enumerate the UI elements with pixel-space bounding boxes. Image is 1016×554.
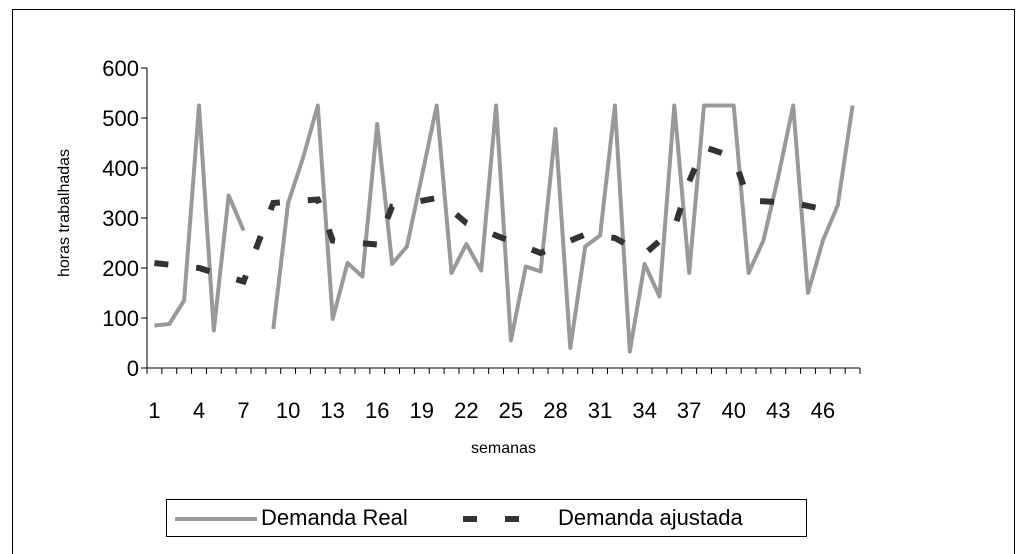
y-tick-label: 300: [102, 206, 139, 231]
series-line-demanda-real: [273, 106, 852, 352]
y-tick-label: 400: [102, 156, 139, 181]
x-tick-label: 19: [410, 398, 434, 423]
x-axis-title: semanas: [471, 440, 536, 457]
x-tick-label: 22: [454, 398, 478, 423]
x-tick-label: 10: [276, 398, 300, 423]
legend-label-demanda-real: Demanda Real: [261, 505, 408, 531]
series-line-demanda-ajustada: [154, 147, 837, 282]
y-axis-title: horas trabalhadas: [56, 149, 73, 277]
x-tick-label: 28: [543, 398, 567, 423]
x-tick-label: 37: [677, 398, 701, 423]
x-tick-label: 34: [632, 398, 656, 423]
y-tick-label: 0: [127, 356, 139, 381]
x-tick-label: 16: [365, 398, 389, 423]
x-tick-label: 46: [811, 398, 835, 423]
legend: Demanda Real Demanda ajustada: [166, 499, 807, 537]
y-tick-label: 600: [102, 56, 139, 81]
y-tick-label: 100: [102, 306, 139, 331]
x-tick-label: 40: [721, 398, 745, 423]
legend-label-demanda-ajustada: Demanda ajustada: [558, 505, 743, 531]
x-tick-label: 43: [766, 398, 790, 423]
series-line-demanda-real: [154, 106, 243, 331]
x-tick-label: 4: [193, 398, 205, 423]
y-tick-label: 500: [102, 106, 139, 131]
x-tick-label: 7: [237, 398, 249, 423]
x-tick-label: 13: [320, 398, 344, 423]
x-tick-label: 31: [588, 398, 612, 423]
x-tick-label: 1: [148, 398, 160, 423]
y-tick-label: 200: [102, 256, 139, 281]
x-tick-label: 25: [499, 398, 523, 423]
